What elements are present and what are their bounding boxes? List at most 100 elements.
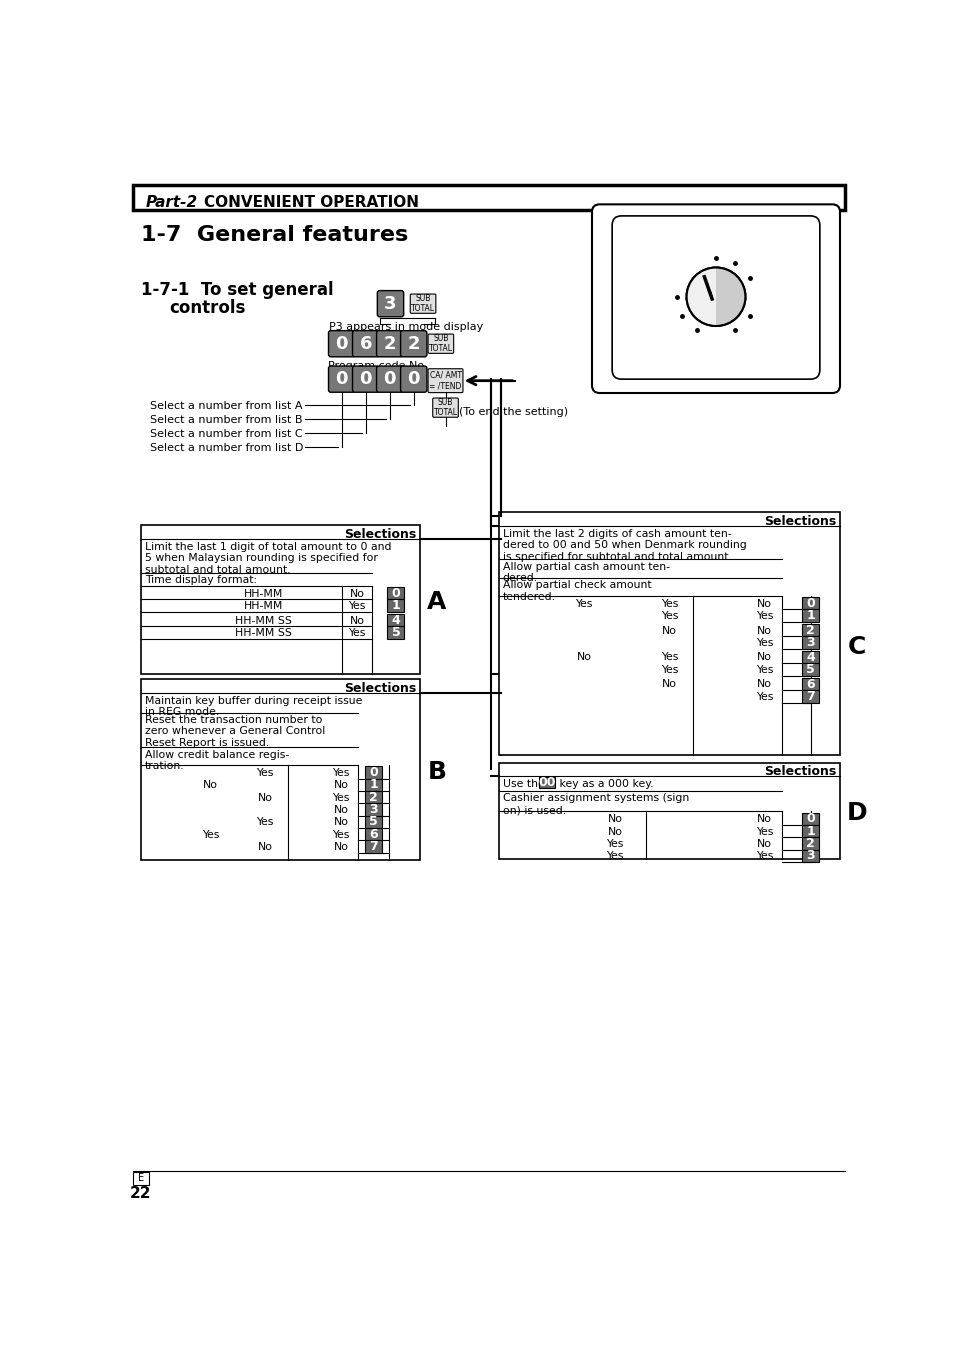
FancyBboxPatch shape bbox=[400, 331, 427, 356]
Text: HH-MM: HH-MM bbox=[243, 589, 283, 598]
Text: Selections: Selections bbox=[763, 765, 835, 778]
Text: Select a number from list B: Select a number from list B bbox=[151, 416, 303, 425]
Text: P3 appears in mode display: P3 appears in mode display bbox=[329, 323, 482, 332]
Bar bbox=[141, 525, 419, 674]
Bar bbox=[801, 651, 819, 663]
Text: No: No bbox=[577, 652, 591, 663]
Bar bbox=[365, 815, 381, 828]
Text: Yes: Yes bbox=[332, 830, 349, 840]
Text: Yes: Yes bbox=[606, 838, 623, 849]
Text: 3: 3 bbox=[384, 294, 396, 313]
Text: B: B bbox=[427, 760, 446, 784]
Text: 0: 0 bbox=[335, 335, 348, 352]
Text: Selections: Selections bbox=[343, 528, 416, 541]
Text: 1-7-1  To set general: 1-7-1 To set general bbox=[141, 281, 334, 300]
FancyBboxPatch shape bbox=[376, 331, 402, 356]
Text: controls: controls bbox=[170, 300, 246, 317]
Text: Yes: Yes bbox=[756, 826, 773, 837]
Text: 7: 7 bbox=[369, 840, 377, 853]
Text: 6: 6 bbox=[805, 678, 814, 691]
Text: 3: 3 bbox=[369, 803, 377, 815]
Bar bbox=[365, 779, 381, 791]
Text: 0: 0 bbox=[383, 370, 395, 389]
Text: Yes: Yes bbox=[606, 850, 623, 861]
FancyBboxPatch shape bbox=[410, 294, 436, 313]
Text: Cashier assignment systems (sign
on) is used.: Cashier assignment systems (sign on) is … bbox=[502, 794, 688, 815]
Text: 1: 1 bbox=[391, 599, 400, 612]
Bar bbox=[801, 690, 819, 702]
Text: Selections: Selections bbox=[343, 682, 416, 695]
Text: No: No bbox=[257, 792, 273, 803]
Bar bbox=[498, 763, 840, 859]
Text: 7: 7 bbox=[805, 690, 814, 703]
Text: No: No bbox=[757, 838, 772, 849]
Text: Yes: Yes bbox=[348, 628, 366, 637]
Circle shape bbox=[686, 267, 744, 325]
Text: 2: 2 bbox=[383, 335, 395, 352]
Text: Part-2: Part-2 bbox=[146, 194, 197, 209]
Text: 0: 0 bbox=[805, 597, 814, 610]
FancyBboxPatch shape bbox=[328, 331, 355, 356]
Text: 6: 6 bbox=[359, 335, 372, 352]
Text: Allow credit balance regis-
tration.: Allow credit balance regis- tration. bbox=[145, 749, 289, 771]
Text: 3: 3 bbox=[805, 849, 814, 863]
Text: Yes: Yes bbox=[660, 652, 678, 663]
Text: Yes: Yes bbox=[756, 637, 773, 648]
Text: HH-MM SS: HH-MM SS bbox=[234, 616, 292, 625]
Text: 22: 22 bbox=[130, 1187, 152, 1202]
Text: 2: 2 bbox=[805, 837, 814, 850]
Text: Select a number from list A: Select a number from list A bbox=[151, 401, 303, 412]
Text: Selections: Selections bbox=[763, 514, 835, 528]
Bar bbox=[365, 791, 381, 803]
Text: No: No bbox=[607, 814, 622, 825]
Text: 00: 00 bbox=[537, 776, 556, 790]
Bar bbox=[365, 803, 381, 815]
Text: 0: 0 bbox=[391, 587, 400, 599]
Text: 2: 2 bbox=[407, 335, 419, 352]
Bar bbox=[365, 828, 381, 840]
Text: HH-MM SS: HH-MM SS bbox=[234, 628, 292, 637]
Bar bbox=[801, 849, 819, 861]
Text: 5: 5 bbox=[369, 815, 377, 829]
Text: Select a number from list C: Select a number from list C bbox=[151, 429, 303, 439]
Bar bbox=[801, 609, 819, 622]
Text: 1-7  General features: 1-7 General features bbox=[141, 225, 408, 246]
Text: E: E bbox=[138, 1173, 144, 1184]
Text: Yes: Yes bbox=[756, 691, 773, 702]
Text: 0: 0 bbox=[805, 813, 814, 825]
Bar bbox=[538, 778, 555, 788]
Bar bbox=[801, 837, 819, 849]
Bar bbox=[387, 626, 404, 639]
Text: 3: 3 bbox=[805, 636, 814, 649]
Text: 4: 4 bbox=[391, 614, 400, 626]
FancyBboxPatch shape bbox=[376, 366, 402, 393]
Text: 0: 0 bbox=[359, 370, 372, 389]
Text: 4: 4 bbox=[805, 651, 814, 664]
Text: Yes: Yes bbox=[202, 830, 219, 840]
Text: No: No bbox=[350, 616, 364, 625]
Text: Limit the last 2 digits of cash amount ten-
dered to 00 and 50 when Denmark roun: Limit the last 2 digits of cash amount t… bbox=[502, 528, 746, 562]
Text: 1: 1 bbox=[805, 609, 814, 622]
FancyBboxPatch shape bbox=[592, 204, 840, 393]
Text: key as a 000 key.: key as a 000 key. bbox=[555, 779, 653, 788]
Text: 1: 1 bbox=[369, 779, 377, 791]
Text: Limit the last 1 digit of total amount to 0 and
5 when Malaysian rounding is spe: Limit the last 1 digit of total amount t… bbox=[145, 541, 391, 575]
Text: No: No bbox=[757, 625, 772, 636]
Text: Yes: Yes bbox=[575, 598, 593, 609]
Text: 1: 1 bbox=[805, 825, 814, 837]
FancyBboxPatch shape bbox=[612, 216, 819, 379]
Text: Select a number from list D: Select a number from list D bbox=[150, 443, 303, 454]
Text: Yes: Yes bbox=[660, 612, 678, 621]
Text: No: No bbox=[661, 625, 677, 636]
Text: No: No bbox=[333, 805, 348, 815]
Bar bbox=[801, 678, 819, 690]
Text: Use the: Use the bbox=[502, 779, 548, 788]
Text: D: D bbox=[846, 801, 866, 825]
Text: Allow partial check amount
tendered.: Allow partial check amount tendered. bbox=[502, 580, 651, 602]
Bar bbox=[141, 679, 419, 860]
Text: 2: 2 bbox=[805, 624, 814, 637]
Text: No: No bbox=[333, 842, 348, 852]
Bar bbox=[387, 599, 404, 612]
Text: Yes: Yes bbox=[660, 664, 678, 675]
Text: Yes: Yes bbox=[256, 817, 274, 828]
